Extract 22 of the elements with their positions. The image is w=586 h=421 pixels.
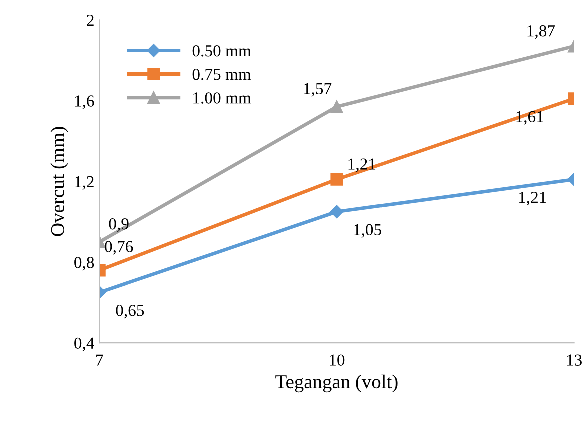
y-tick-label: 1,6 <box>75 96 94 110</box>
data-label: 0,9 <box>109 218 129 232</box>
x-tick-label: 13 <box>567 354 582 366</box>
legend-label: 1.00 mm <box>194 92 252 104</box>
data-label: 1,21 <box>348 158 376 172</box>
x-tick-label: 10 <box>330 354 345 366</box>
legend-label: 0.50 mm <box>192 45 252 57</box>
data-label: 1,21 <box>519 192 546 206</box>
y-tick-label: 0,8 <box>74 257 94 271</box>
data-label: 1,87 <box>528 25 556 40</box>
legend-label: 0.75 mm <box>192 69 252 80</box>
data-label: 1,05 <box>354 224 382 238</box>
data-label: 1,57 <box>304 83 332 97</box>
x-axis-title: Tegangan (volt) <box>276 374 398 393</box>
y-tick-label: 1,2 <box>75 176 94 190</box>
x-tick-label: 7 <box>96 354 104 366</box>
data-label: 0,76 <box>105 241 134 255</box>
y-tick-label: 0,4 <box>74 338 94 352</box>
data-label: 0,65 <box>116 305 144 319</box>
y-axis-title: Overcut (mm) <box>50 127 68 236</box>
y-tick-label: 2 <box>87 14 94 26</box>
data-label: 1,61 <box>516 111 544 125</box>
